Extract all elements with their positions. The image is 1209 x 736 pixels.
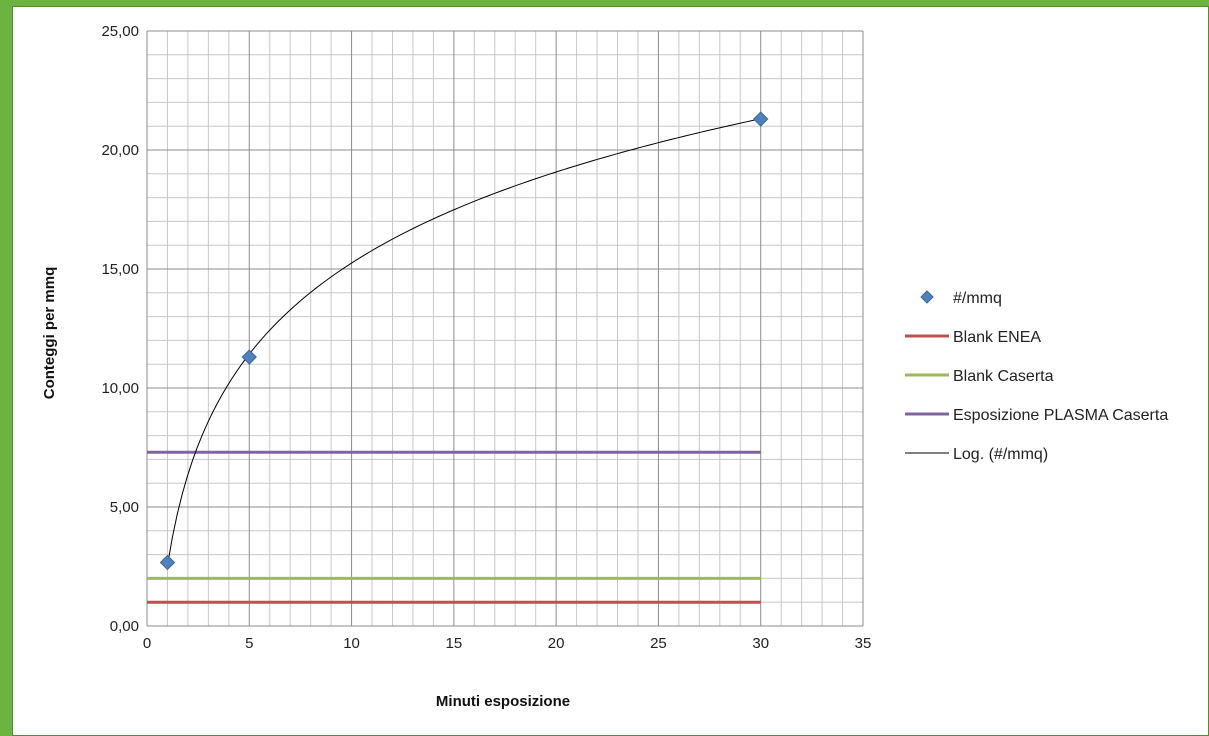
x-tick-labels: 0 5 10 15 20 25 30 35 [143, 635, 872, 652]
x-tick-label: 5 [245, 635, 253, 652]
x-tick-label: 0 [143, 635, 151, 652]
grid-major [146, 30, 864, 627]
legend-label: Log. (#/mmq) [953, 446, 1048, 463]
y-tick-label: 10,00 [101, 380, 139, 397]
y-tick-label: 20,00 [101, 142, 139, 159]
y-tick-label: 25,00 [101, 23, 139, 40]
grid-minor [147, 31, 863, 626]
trendline [166, 118, 761, 566]
data-point [241, 349, 257, 365]
y-tick-label: 0,00 [110, 618, 139, 635]
x-tick-label: 25 [650, 635, 667, 652]
chart: 0 5 10 15 20 25 30 35 0,00 5,00 10,00 15,00 20,00 25… [41, 23, 1168, 710]
data-point [159, 554, 176, 571]
y-tick-labels: 0,00 5,00 10,00 15,00 20,00 25,00 [101, 23, 139, 635]
y-tick-label: 5,00 [110, 499, 139, 516]
x-axis-title: Minuti esposizione [436, 693, 570, 710]
legend-label: Blank ENEA [953, 329, 1041, 346]
series-layer [147, 111, 769, 604]
legend: #/mmq Blank ENEA Blank Caserta Esposizione … [905, 290, 1168, 463]
data-point [753, 111, 769, 127]
chart-frame: 0 5 10 15 20 25 30 35 0,00 5,00 10,00 15,00 20,00 25… [12, 6, 1209, 736]
x-tick-label: 20 [548, 635, 565, 652]
x-tick-label: 10 [343, 635, 360, 652]
x-tick-label: 30 [752, 635, 769, 652]
x-tick-label: 35 [855, 635, 872, 652]
y-tick-label: 15,00 [101, 261, 139, 278]
y-axis-title: Conteggi per mmq [41, 267, 58, 400]
legend-label: Blank Caserta [953, 368, 1054, 385]
legend-label: #/mmq [953, 290, 1002, 307]
legend-marker [920, 290, 934, 304]
x-tick-label: 15 [446, 635, 463, 652]
legend-label: Esposizione PLASMA Caserta [953, 407, 1168, 424]
